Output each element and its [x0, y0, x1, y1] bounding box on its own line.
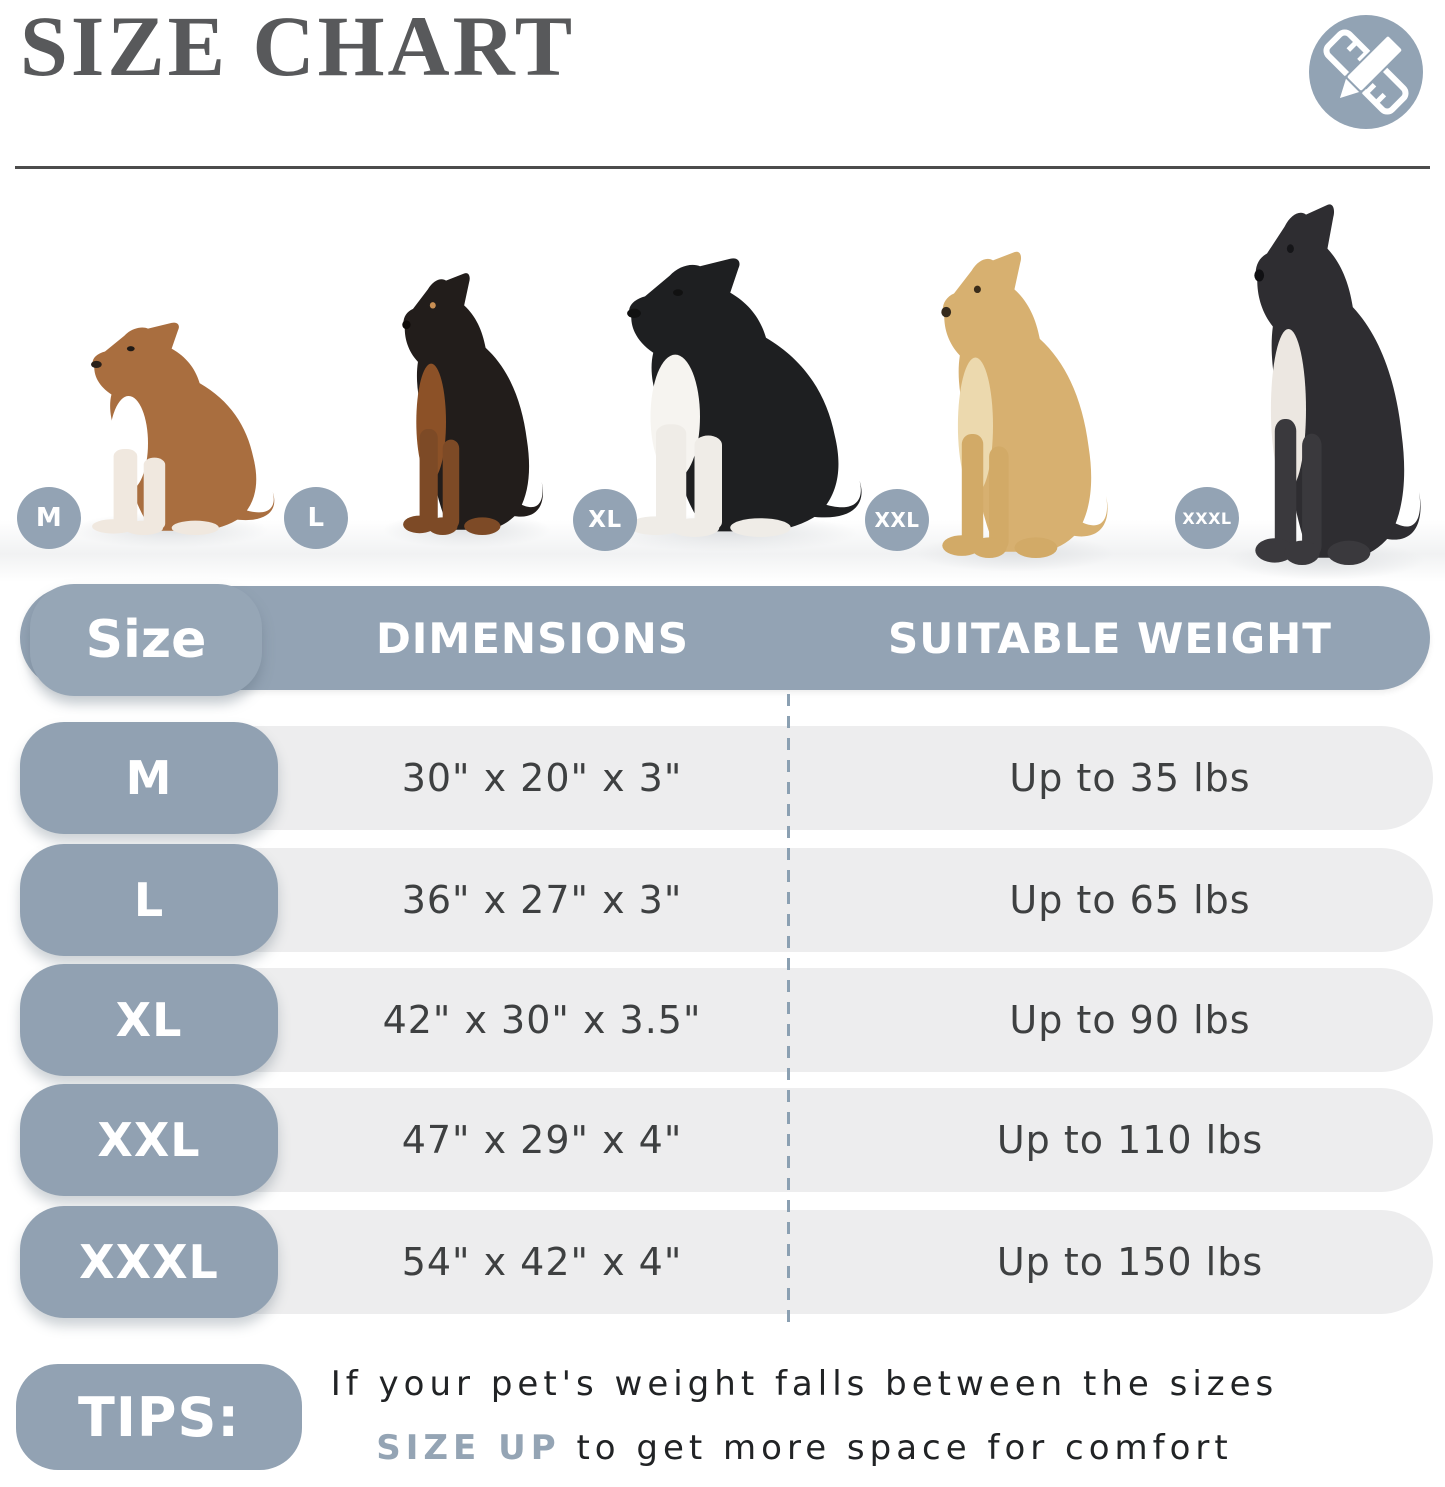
tips-line1: If your pet's weight falls between the s… — [330, 1364, 1279, 1404]
tips-text: If your pet's weight falls between the s… — [312, 1362, 1297, 1472]
dog-photo-m — [62, 320, 277, 535]
row-dimensions-xl: 42" x 30" x 3.5" — [382, 998, 702, 1042]
row-size-pill-xxl: XXL — [20, 1084, 278, 1196]
row-weight-xxxl: Up to 150 lbs — [996, 1240, 1264, 1284]
row-size-pill-xl: XL — [20, 964, 278, 1076]
row-size-pill-xxxl: XXXL — [20, 1206, 278, 1318]
size-badge-xxxl: XXXL — [1175, 487, 1239, 549]
tips-line2-rest: to get more space for comfort — [576, 1428, 1233, 1469]
row-size-pill-l: L — [20, 844, 278, 956]
dog-photo-xxl — [915, 248, 1110, 558]
page-title: SIZE CHART — [20, 0, 576, 94]
size-badge-m: M — [17, 487, 81, 549]
row-dimensions-xxxl: 54" x 42" x 4" — [401, 1240, 683, 1284]
row-dimensions-xxl: 47" x 29" x 4" — [401, 1118, 683, 1162]
size-badge-label: XXXL — [1182, 508, 1232, 528]
row-weight-xxl: Up to 110 lbs — [996, 1118, 1264, 1162]
dog-photo-l — [380, 270, 545, 535]
table-row-xl: XL 42" x 30" x 3.5" Up to 90 lbs — [20, 964, 1433, 1076]
size-badge-xxl: XXL — [865, 489, 929, 551]
tips-size-up-emphasis: SIZE UP — [376, 1428, 561, 1469]
column-header-weight: SUITABLE WEIGHT — [888, 613, 1332, 663]
tips-label-pill: TIPS: — [16, 1364, 302, 1470]
row-dimensions-m: 30" x 20" x 3" — [401, 756, 683, 800]
column-header-dimensions: DIMENSIONS — [375, 613, 690, 663]
dog-photo-xxxl — [1228, 200, 1423, 565]
dog-photo-xl — [590, 255, 865, 537]
table-row-xxl: XXL 47" x 29" x 4" Up to 110 lbs — [20, 1084, 1433, 1196]
row-weight-m: Up to 35 lbs — [1009, 756, 1251, 800]
size-badge-label: XL — [588, 507, 622, 533]
size-badge-label: XXL — [874, 508, 920, 532]
size-badge-xl: XL — [573, 489, 637, 551]
row-weight-xl: Up to 90 lbs — [1009, 998, 1251, 1042]
table-row-l: L 36" x 27" x 3" Up to 65 lbs — [20, 844, 1433, 956]
divider-line — [15, 166, 1430, 169]
row-dimensions-l: 36" x 27" x 3" — [401, 878, 683, 922]
column-header-size: Size — [30, 584, 262, 696]
column-divider-dashed — [787, 694, 790, 1332]
size-badge-label: M — [35, 503, 63, 533]
table-row-m: M 30" x 20" x 3" Up to 35 lbs — [20, 722, 1433, 834]
ruler-pencil-icon — [1308, 14, 1424, 130]
size-badge-label: L — [307, 503, 325, 533]
row-size-pill-m: M — [20, 722, 278, 834]
table-row-xxxl: XXXL 54" x 42" x 4" Up to 150 lbs — [20, 1206, 1433, 1318]
tips-line2: SIZE UP to get more space for comfort — [312, 1426, 1297, 1472]
row-weight-l: Up to 65 lbs — [1009, 878, 1251, 922]
size-badge-l: L — [284, 487, 348, 549]
